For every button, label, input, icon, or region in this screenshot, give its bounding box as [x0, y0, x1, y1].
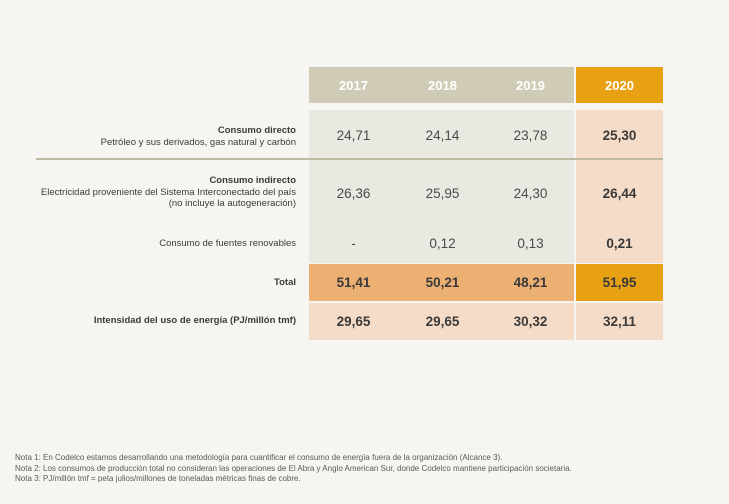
row-description: Consumo de fuentes renovables [159, 238, 296, 249]
body-background-historic [309, 110, 574, 263]
table-cell: 24,30 [513, 185, 548, 201]
table-cell: 0,12 [429, 235, 456, 251]
table-cell: 32,11 [576, 303, 663, 340]
table-cell: 24,14 [425, 127, 460, 143]
table-cell: 29,65 [398, 303, 487, 340]
table-cell: 48,21 [487, 264, 574, 301]
table-cell: 30,32 [487, 303, 574, 340]
table-cell: 26,44 [602, 185, 637, 201]
row-consumo-directo-label: Consumo directo Petróleo y sus derivados… [16, 125, 296, 148]
year-header-2019: 2019 [487, 67, 574, 103]
year-header-2017: 2017 [309, 67, 398, 103]
footnote: Nota 2: Los consumos de producción total… [15, 463, 572, 473]
row-title: Consumo indirecto [209, 175, 296, 186]
table-cell: - [351, 235, 356, 251]
row-total-label: Total [196, 277, 296, 289]
row-title: Total [274, 277, 296, 288]
table-cell: 0,13 [517, 235, 544, 251]
footnotes: Nota 1: En Codelco estamos desarrollando… [15, 453, 572, 485]
row-title: Intensidad del uso de energía (PJ/millón… [93, 315, 296, 326]
footnote: Nota 1: En Codelco estamos desarrollando… [15, 453, 503, 462]
body-background-2020 [576, 110, 663, 263]
table-cell: 51,41 [309, 264, 398, 301]
table-cell: 29,65 [309, 303, 398, 340]
table-cell: 24,71 [336, 127, 371, 143]
table-cell: 25,30 [602, 127, 637, 143]
table-cell: 50,21 [398, 264, 487, 301]
table-cell: 0,21 [606, 235, 633, 251]
year-header-2018: 2018 [398, 67, 487, 103]
table-cell: 51,95 [576, 264, 663, 301]
footnote: Nota 3: PJ/millón tmf = peta julios/mill… [15, 474, 301, 483]
row-description: Petróleo y sus derivados, gas natural y … [100, 136, 296, 148]
section-divider [36, 158, 663, 160]
row-title: Consumo directo [217, 125, 296, 136]
table-cell: 25,95 [425, 185, 460, 201]
table-cell: 26,36 [336, 185, 371, 201]
row-intensidad-label: Intensidad del uso de energía (PJ/millón… [26, 315, 296, 327]
year-header-2020: 2020 [576, 67, 663, 103]
row-renovables-label: Consumo de fuentes renovables [26, 238, 296, 250]
row-description: Electricidad proveniente del Sistema Int… [40, 186, 296, 210]
table-cell: 23,78 [513, 127, 548, 143]
row-consumo-indirecto-label: Consumo indirecto Electricidad provenien… [26, 175, 296, 210]
